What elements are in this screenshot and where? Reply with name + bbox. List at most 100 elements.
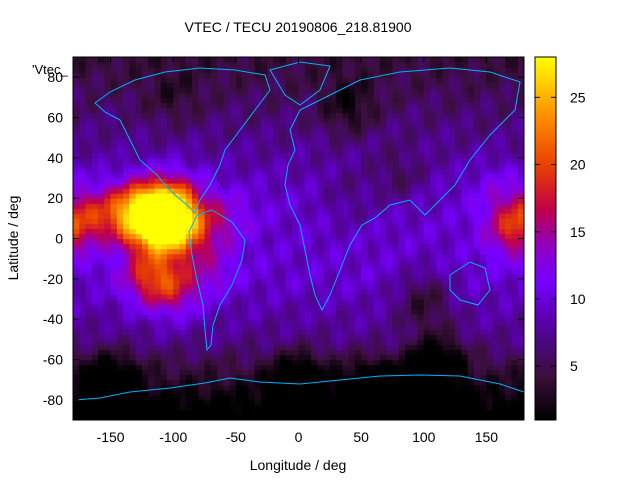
heatmap-cell: [467, 409, 475, 416]
heatmap-cell: [160, 314, 168, 320]
heatmap-cell: [235, 147, 243, 154]
heatmap-cell: [198, 354, 206, 361]
heatmap-cell: [254, 188, 262, 194]
heatmap-cell: [467, 404, 475, 411]
heatmap-cell: [361, 127, 368, 134]
heatmap-cell: [242, 319, 249, 325]
heatmap-cell: [386, 409, 394, 416]
heatmap-cell: [85, 288, 93, 295]
heatmap-cell: [311, 258, 318, 265]
heatmap-cell: [235, 414, 243, 420]
heatmap-cell: [354, 263, 362, 270]
heatmap-cell: [267, 253, 275, 260]
heatmap-cell: [361, 273, 368, 280]
heatmap-cell: [373, 299, 381, 305]
heatmap-cell: [298, 409, 306, 416]
heatmap-cell: [317, 82, 325, 88]
heatmap-cell: [254, 97, 262, 103]
heatmap-cell: [304, 273, 312, 280]
heatmap-cell: [367, 364, 375, 371]
heatmap-cell: [254, 364, 262, 371]
heatmap-cell: [379, 334, 387, 340]
heatmap-cell: [348, 319, 356, 325]
heatmap-cell: [417, 263, 425, 270]
heatmap-cell: [467, 228, 475, 235]
heatmap-cell: [348, 183, 356, 189]
heatmap-cell: [104, 399, 112, 406]
heatmap-cell: [185, 268, 193, 275]
heatmap-cell: [342, 117, 350, 124]
heatmap-cell: [311, 72, 318, 78]
heatmap-cell: [98, 117, 105, 124]
heatmap-cell: [311, 178, 318, 184]
heatmap-cell: [223, 248, 231, 255]
heatmap-cell: [242, 288, 249, 295]
heatmap-cell: [329, 399, 337, 406]
heatmap-cell: [166, 324, 174, 330]
heatmap-cell: [248, 127, 256, 134]
heatmap-cell: [123, 354, 130, 361]
heatmap-cell: [455, 218, 462, 224]
heatmap-cell: [166, 213, 174, 219]
heatmap-cell: [141, 399, 149, 406]
heatmap-cell: [430, 82, 437, 88]
heatmap-cell: [198, 188, 206, 194]
heatmap-cell: [354, 122, 362, 129]
heatmap-cell: [210, 233, 218, 240]
heatmap-cell: [361, 57, 368, 63]
heatmap-cell: [417, 288, 425, 295]
heatmap-cell: [292, 248, 300, 255]
heatmap-cell: [166, 183, 174, 189]
heatmap-cell: [229, 263, 237, 270]
heatmap-cell: [98, 167, 105, 174]
heatmap-cell: [404, 288, 412, 295]
heatmap-cell: [417, 374, 425, 381]
heatmap-cell: [198, 379, 206, 386]
heatmap-cell: [179, 162, 187, 169]
heatmap-cell: [505, 319, 513, 325]
heatmap-cell: [73, 218, 80, 224]
heatmap-cell: [242, 62, 249, 68]
heatmap-cell: [129, 314, 137, 320]
heatmap-cell: [423, 162, 431, 169]
heatmap-cell: [317, 319, 325, 325]
heatmap-cell: [492, 304, 500, 310]
heatmap-cell: [455, 152, 462, 159]
heatmap-cell: [373, 137, 381, 144]
heatmap-cell: [386, 268, 394, 275]
heatmap-cell: [342, 213, 350, 219]
heatmap-cell: [461, 87, 469, 93]
heatmap-cell: [223, 409, 231, 416]
heatmap-cell: [285, 92, 293, 98]
heatmap-cell: [160, 243, 168, 250]
heatmap-cell: [123, 414, 130, 420]
heatmap-cell: [279, 273, 287, 280]
heatmap-cell: [448, 127, 456, 134]
heatmap-cell: [430, 183, 437, 189]
heatmap-cell: [141, 218, 149, 224]
heatmap-cell: [267, 268, 275, 275]
heatmap-cell: [492, 218, 500, 224]
heatmap-cell: [461, 414, 469, 420]
heatmap-cell: [173, 404, 181, 411]
heatmap-cell: [129, 394, 137, 401]
heatmap-cell: [179, 87, 187, 93]
heatmap-cell: [210, 399, 218, 406]
heatmap-cell: [73, 258, 80, 265]
heatmap-cell: [436, 122, 444, 129]
heatmap-cell: [192, 309, 199, 315]
heatmap-cell: [361, 122, 368, 129]
heatmap-cell: [430, 309, 437, 315]
heatmap-cell: [104, 243, 112, 250]
heatmap-cell: [73, 62, 80, 68]
heatmap-cell: [354, 268, 362, 275]
heatmap-cell: [135, 122, 143, 129]
heatmap-cell: [317, 369, 325, 376]
heatmap-cell: [329, 268, 337, 275]
heatmap-cell: [248, 147, 256, 154]
heatmap-cell: [423, 243, 431, 250]
heatmap-cell: [354, 132, 362, 139]
heatmap-cell: [254, 112, 262, 119]
heatmap-cell: [373, 238, 381, 245]
heatmap-cell: [267, 92, 275, 98]
